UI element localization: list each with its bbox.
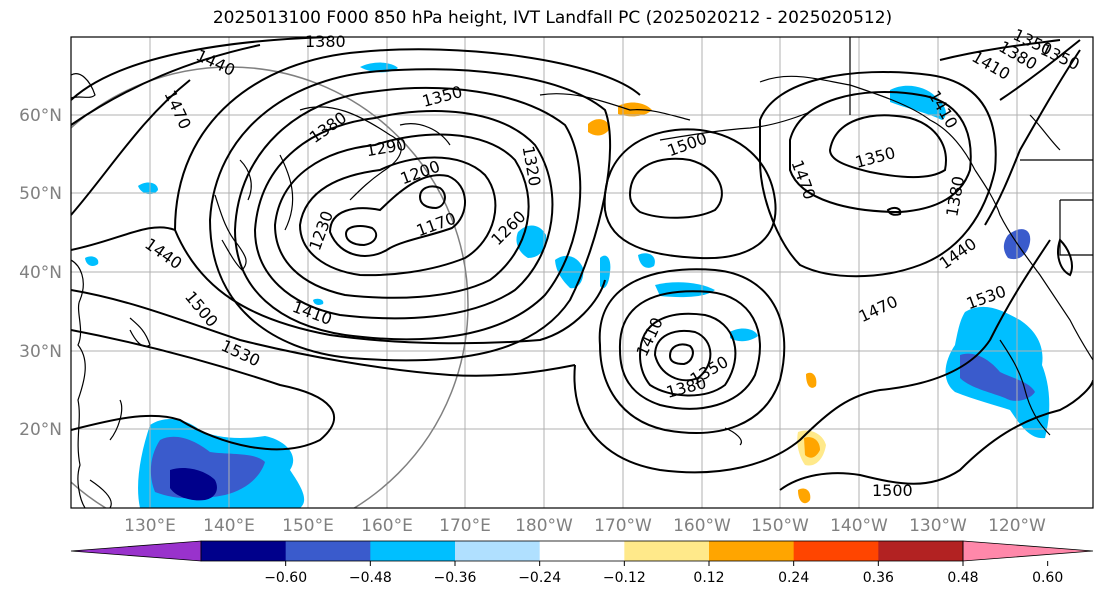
colorbar-tick-label: 0.24 — [778, 570, 809, 586]
colorbar-segment — [201, 541, 287, 561]
colorbar-segment — [624, 541, 710, 561]
lat-label: 50°N — [19, 184, 62, 204]
shade-pos-4 — [806, 372, 817, 388]
colorbar-segment — [370, 541, 456, 561]
colorbar-extend-low — [70, 540, 202, 562]
coastlines — [71, 37, 1093, 508]
lon-label: 170°W — [594, 516, 652, 536]
shade-neg-midpacific-6 — [730, 328, 758, 342]
latitude-labels: 60°N 50°N 40°N 30°N 20°N — [19, 106, 62, 440]
contour-label: 1500 — [872, 481, 913, 500]
lon-label: 140°E — [203, 516, 255, 536]
lon-label: 120°W — [988, 516, 1046, 536]
colorbar-segment — [793, 541, 879, 561]
colorbar-tick-label: −0.36 — [434, 570, 477, 586]
colorbar-tick-label: −0.12 — [603, 570, 646, 586]
height-contours — [71, 37, 1093, 491]
shade-pos-1 — [588, 119, 610, 136]
colorbar-segment — [285, 541, 371, 561]
lat-label: 40°N — [19, 263, 62, 283]
shade-pos-5 — [798, 488, 811, 504]
colorbar: −0.60 −0.48 −0.36 −0.24 −0.12 0.12 0.24 0.36 0.4… — [70, 540, 1094, 586]
lat-label: 20°N — [19, 420, 62, 440]
colorbar-tick-label: 0.36 — [863, 570, 894, 586]
colorbar-segment — [455, 541, 541, 561]
lon-label: 180°W — [515, 516, 573, 536]
colorbar-tick-label: −0.48 — [349, 570, 392, 586]
contour-label: 1380 — [305, 32, 346, 51]
lon-label: 170°E — [439, 516, 491, 536]
lon-label: 130°W — [909, 516, 967, 536]
lon-label: 150°W — [751, 516, 809, 536]
map-frame — [70, 36, 1094, 509]
lat-label: 60°N — [19, 106, 62, 126]
shade-neg-small-2 — [138, 182, 158, 195]
colorbar-segment — [709, 541, 795, 561]
colorbar-tick-label: −0.24 — [518, 570, 561, 586]
shade-neg-gulf-alaska — [890, 85, 946, 120]
colorbar-segment — [878, 541, 964, 561]
colorbar-frame — [200, 540, 964, 562]
region-circle — [71, 66, 469, 508]
shaded-field — [85, 62, 1050, 508]
lat-label: 30°N — [19, 342, 62, 362]
colorbar-tick-label: −0.60 — [264, 570, 307, 586]
shade-neg-small-3 — [85, 256, 99, 266]
map-title: 2025013100 F000 850 hPa height, IVT Land… — [212, 8, 893, 28]
shade-pos-3-core — [804, 437, 820, 458]
colorbar-tick-label: 0.12 — [693, 570, 724, 586]
shade-neg-midpacific-5 — [638, 253, 655, 268]
colorbar-extend-high — [962, 540, 1094, 562]
colorbar-tick-label: 0.48 — [947, 570, 978, 586]
colorbar-segment — [539, 541, 625, 561]
lon-label: 160°E — [361, 516, 413, 536]
lon-label: 130°E — [124, 516, 176, 536]
lon-label: 160°W — [673, 516, 731, 536]
colorbar-tick-label: 0.60 — [1032, 570, 1063, 586]
graticule — [71, 37, 1093, 508]
shade-neg-small-4 — [313, 298, 324, 305]
longitude-labels: 130°E 140°E 150°E 160°E 170°E 180°W 170°… — [124, 516, 1046, 536]
shade-neg-west-pacific-darkest — [170, 468, 217, 501]
lon-label: 140°W — [830, 516, 888, 536]
shade-neg-east-pacific-core — [960, 353, 1035, 401]
lon-label: 150°E — [282, 516, 334, 536]
